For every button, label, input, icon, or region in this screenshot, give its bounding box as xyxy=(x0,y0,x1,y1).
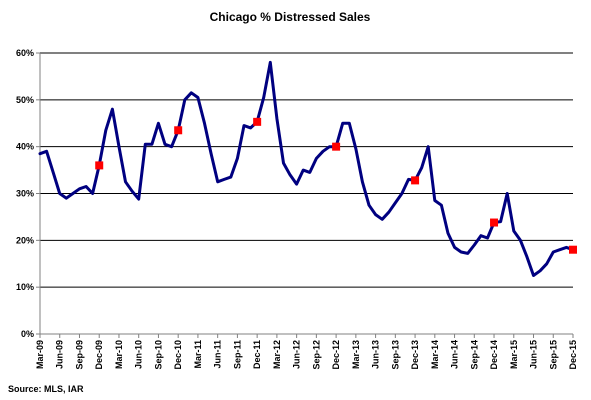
highlight-marker xyxy=(174,126,183,135)
x-tick-label: Dec-09 xyxy=(94,340,104,370)
x-tick-label: Sep-10 xyxy=(153,340,163,370)
x-tick-label: Sep-09 xyxy=(74,340,84,370)
x-tick-label: Mar-13 xyxy=(351,340,361,369)
gridlines xyxy=(40,52,573,288)
y-axis-ticks: 0% 10% 20% 30% 40% 50% 60% xyxy=(16,48,40,339)
x-tick-label: Mar-14 xyxy=(430,340,440,369)
x-tick-label: Jun-14 xyxy=(450,340,460,369)
axes xyxy=(39,53,573,335)
x-tick-label: Mar-12 xyxy=(272,340,282,369)
x-tick-label: Mar-11 xyxy=(193,340,203,369)
chart-title: Chicago % Distressed Sales xyxy=(210,10,371,24)
x-tick-label: Jun-13 xyxy=(371,340,381,369)
y-tick-label: 40% xyxy=(16,142,34,152)
chart-source-note: Source: MLS, IAR xyxy=(8,384,84,394)
highlight-marker xyxy=(411,176,420,185)
y-tick-label: 50% xyxy=(16,95,34,105)
x-tick-label: Sep-13 xyxy=(390,340,400,370)
highlight-marker xyxy=(95,161,104,170)
y-tick-label: 10% xyxy=(16,282,34,292)
x-tick-label: Mar-09 xyxy=(35,340,45,369)
highlight-marker xyxy=(569,245,577,254)
y-tick-label: 20% xyxy=(16,235,34,245)
x-tick-label: Dec-12 xyxy=(331,340,341,370)
x-tick-label: Mar-15 xyxy=(509,340,519,369)
x-tick-label: Dec-13 xyxy=(410,340,420,370)
x-tick-label: Sep-12 xyxy=(311,340,321,370)
x-axis-ticks: Mar-09 Jun-09 Sep-09 Dec-09 Mar-10 Jun-10 Sep-… xyxy=(35,334,578,370)
x-tick-label: Sep-15 xyxy=(548,340,558,370)
x-tick-label: Sep-14 xyxy=(469,340,479,370)
x-tick-label: Jun-11 xyxy=(213,340,223,369)
highlight-marker xyxy=(253,117,262,126)
x-tick-label: Jun-12 xyxy=(292,340,302,369)
series-layer xyxy=(38,60,575,277)
highlight-markers xyxy=(95,117,577,254)
highlight-marker xyxy=(490,218,499,227)
x-tick-label: Jun-15 xyxy=(529,340,539,369)
series-line xyxy=(38,60,575,277)
y-tick-label: 30% xyxy=(16,189,34,199)
x-tick-label: Jun-10 xyxy=(134,340,144,369)
x-tick-label: Dec-15 xyxy=(568,340,578,370)
x-tick-label: Dec-14 xyxy=(489,340,499,370)
x-tick-label: Dec-10 xyxy=(173,340,183,370)
x-tick-label: Jun-09 xyxy=(55,340,65,369)
x-tick-label: Sep-11 xyxy=(232,340,242,369)
highlight-marker xyxy=(332,142,341,151)
x-tick-label: Mar-10 xyxy=(114,340,124,369)
y-tick-label: 0% xyxy=(21,329,34,339)
x-tick-label: Dec-11 xyxy=(252,340,262,369)
y-tick-label: 60% xyxy=(16,48,34,58)
